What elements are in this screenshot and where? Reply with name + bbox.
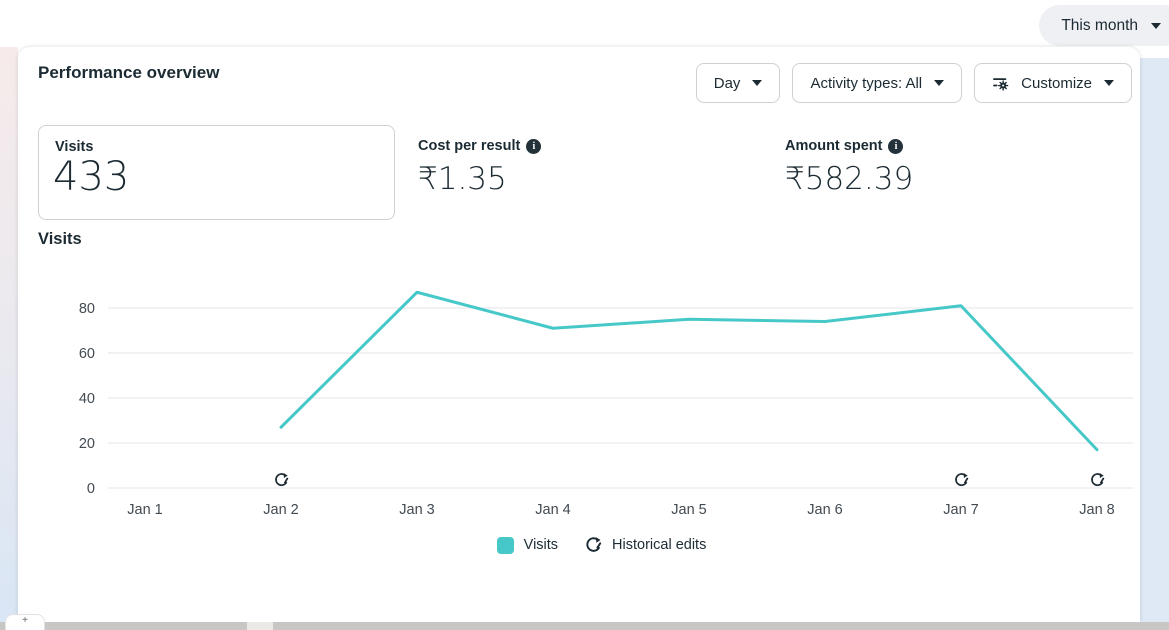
visits-series-swatch xyxy=(496,536,514,554)
chevron-down-icon xyxy=(752,80,763,86)
chevron-down-icon xyxy=(1151,22,1161,29)
metric-label: Amount spent xyxy=(785,138,913,154)
visits-series-line xyxy=(279,290,1099,452)
customize-dropdown-button[interactable]: Customize xyxy=(974,63,1132,103)
activity-types-dropdown-button[interactable]: Activity types: All xyxy=(792,63,963,103)
horizontal-scrollbar-gap xyxy=(247,622,273,630)
date-range-label: This month xyxy=(1061,16,1138,34)
corner-widget-button[interactable] xyxy=(5,614,45,630)
historical-edit-icon xyxy=(586,537,602,552)
metric-value: 433 xyxy=(53,154,130,200)
y-tick-label: 40 xyxy=(79,391,95,407)
info-icon[interactable] xyxy=(888,138,904,154)
x-tick-label: Jan 7 xyxy=(943,502,978,518)
customize-label: Customize xyxy=(1021,74,1092,92)
historical-edit-icon[interactable] xyxy=(275,473,289,487)
date-range-button[interactable]: This month xyxy=(1039,5,1169,46)
historical-edit-icon[interactable] xyxy=(955,473,969,487)
metric-value: ₹1.35 xyxy=(418,161,507,197)
info-icon[interactable] xyxy=(526,138,542,154)
chart-controls: Day Activity types: All Customize xyxy=(695,63,1132,103)
x-tick-label: Jan 1 xyxy=(127,502,162,518)
metric-value: ₹582.39 xyxy=(785,161,914,197)
y-tick-label: 0 xyxy=(87,481,95,497)
horizontal-scrollbar[interactable] xyxy=(0,622,1169,630)
y-tick-label: 60 xyxy=(79,346,95,362)
legend-label: Historical edits xyxy=(612,537,707,553)
x-tick-label: Jan 6 xyxy=(807,502,842,518)
top-bar: This month xyxy=(0,0,1169,47)
metric-cost-per-result[interactable]: Cost per result ₹1.35 xyxy=(418,138,542,197)
left-edge-gradient xyxy=(0,47,18,622)
metric-label: Visits xyxy=(55,139,94,155)
chevron-down-icon xyxy=(934,80,945,86)
right-edge-panel xyxy=(1140,58,1169,622)
x-tick-label: Jan 2 xyxy=(263,502,298,518)
metric-card-visits[interactable]: Visits 433 xyxy=(38,125,395,220)
customize-gear-icon xyxy=(993,77,1009,91)
y-tick-label: 20 xyxy=(79,436,95,452)
legend-item-historical-edits[interactable]: Historical edits xyxy=(584,536,706,554)
legend-item-visits[interactable]: Visits xyxy=(496,536,559,554)
x-tick-label: Jan 8 xyxy=(1079,502,1114,518)
x-tick-label: Jan 5 xyxy=(671,502,706,518)
day-dropdown-label: Day xyxy=(713,74,741,92)
legend-label: Visits xyxy=(523,537,559,553)
page-title: Performance overview xyxy=(38,63,220,82)
chart-section-title: Visits xyxy=(38,230,82,248)
day-dropdown-button[interactable]: Day xyxy=(695,63,781,103)
chevron-down-icon xyxy=(1104,80,1114,86)
historical-edit-icon[interactable] xyxy=(1091,473,1105,487)
metric-amount-spent[interactable]: Amount spent ₹582.39 xyxy=(785,138,913,197)
x-tick-label: Jan 4 xyxy=(535,502,570,518)
y-tick-label: 80 xyxy=(79,301,95,317)
visits-line-chart: 0 20 40 60 80 Jan 1 Jan 2 Jan 3 Jan 4 Jan 5 Jan 6 J… xyxy=(79,290,1133,518)
x-tick-label: Jan 3 xyxy=(399,502,434,518)
performance-overview-card: Performance overview Day Activity types:… xyxy=(18,47,1140,622)
activity-types-label: Activity types: All xyxy=(810,74,923,92)
metric-label: Cost per result xyxy=(418,138,542,154)
chart-legend: Visits Historical edits xyxy=(18,536,1140,554)
